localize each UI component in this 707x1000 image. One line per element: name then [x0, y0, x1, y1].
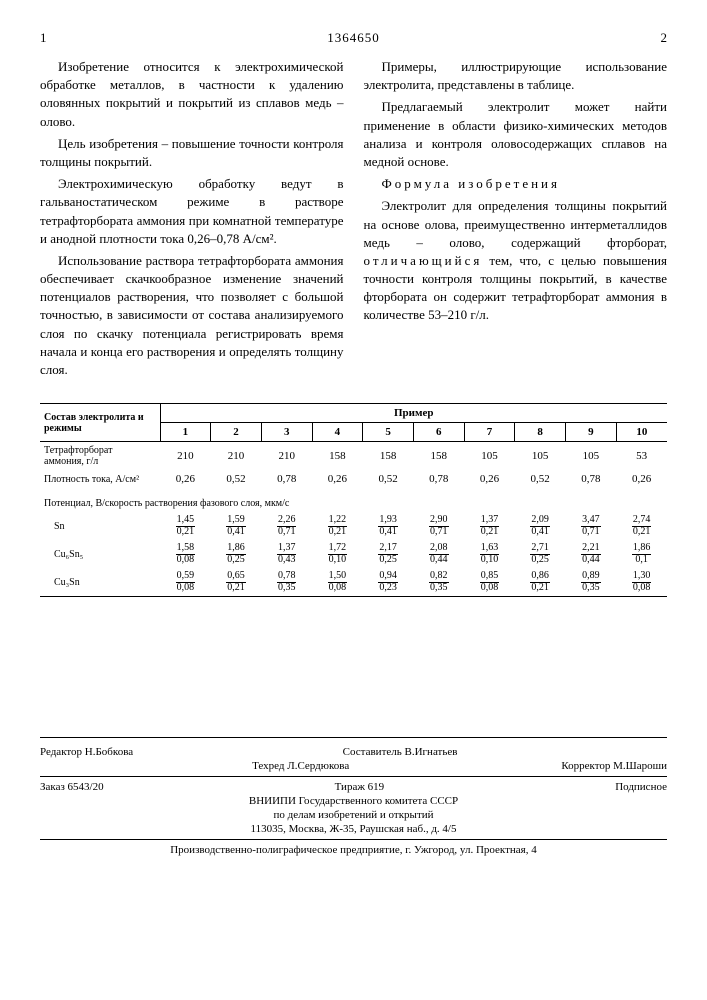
example-col: 6 [413, 423, 464, 442]
cell-frac: 1,860,1 [616, 540, 667, 568]
tirazh: Тираж 619 [335, 781, 385, 793]
cell-frac: 0,940,23 [363, 568, 414, 597]
cell-frac: 1,860,25 [211, 540, 262, 568]
cell: 105 [464, 442, 515, 471]
cell-frac: 0,860,21 [515, 568, 566, 597]
printer: Производственно-полиграфическое предприя… [40, 844, 667, 856]
cell-frac: 2,170,25 [363, 540, 414, 568]
para: Использование раствора тетрафторбората а… [40, 252, 344, 379]
cell: 105 [515, 442, 566, 471]
cell: 0,26 [312, 470, 363, 488]
cell-frac: 1,720,10 [312, 540, 363, 568]
cell: 0,26 [464, 470, 515, 488]
techred: Техред Л.Сердюкова [252, 760, 349, 772]
cell-frac: 1,370,21 [464, 512, 515, 540]
col-header-group: Пример [160, 404, 667, 423]
text-columns: Изобретение относится к электрохимическо… [40, 58, 667, 383]
cell-frac: 1,580,08 [160, 540, 211, 568]
example-col: 10 [616, 423, 667, 442]
example-col: 8 [515, 423, 566, 442]
cell-frac: 2,260,71 [261, 512, 312, 540]
example-col: 5 [363, 423, 414, 442]
podpisnoe: Подписное [615, 781, 667, 793]
cell-frac: 1,220,21 [312, 512, 363, 540]
cell-frac: 0,780,35 [261, 568, 312, 597]
example-col: 1 [160, 423, 211, 442]
cell: 210 [160, 442, 211, 471]
footer: Редактор Н.Бобкова Составитель В.Игнатье… [40, 737, 667, 856]
example-col: 4 [312, 423, 363, 442]
cell-frac: 0,590,08 [160, 568, 211, 597]
cell: 105 [566, 442, 617, 471]
compiler: Составитель В.Игнатьев [343, 746, 458, 758]
editor: Редактор Н.Бобкова [40, 746, 133, 758]
page-num-right: 2 [661, 30, 668, 46]
example-col: 3 [261, 423, 312, 442]
cell: 210 [211, 442, 262, 471]
row-label: Cu₃Sn [40, 568, 160, 597]
cell-frac: 1,930,41 [363, 512, 414, 540]
cell-frac: 1,370,43 [261, 540, 312, 568]
corrector: Корректор М.Шароши [561, 760, 667, 772]
cell-frac: 0,820,35 [413, 568, 464, 597]
column-1: Изобретение относится к электрохимическо… [40, 58, 344, 383]
cell: 0,78 [413, 470, 464, 488]
cell: 158 [413, 442, 464, 471]
cell-frac: 2,090,41 [515, 512, 566, 540]
claim-para: Электролит для определения толщины покры… [364, 197, 668, 324]
para: Примеры, иллюстрирующие использование эл… [364, 58, 668, 94]
cell-frac: 1,630,10 [464, 540, 515, 568]
cell: 0,52 [211, 470, 262, 488]
example-col: 2 [211, 423, 262, 442]
cell: 0,26 [616, 470, 667, 488]
row-group-label: Потенциал, В/скорость растворения фазово… [40, 488, 667, 512]
cell: 0,52 [515, 470, 566, 488]
cell: 158 [363, 442, 414, 471]
cell-frac: 2,210,44 [566, 540, 617, 568]
cell-frac: 2,080,44 [413, 540, 464, 568]
para: Электрохимическую обработку ведут в галь… [40, 175, 344, 248]
cell: 210 [261, 442, 312, 471]
example-col: 7 [464, 423, 515, 442]
cell-frac: 2,900,71 [413, 512, 464, 540]
col-header-main: Состав электролита и режимы [40, 404, 160, 442]
row-label: Sn [40, 512, 160, 540]
cell-frac: 1,500,08 [312, 568, 363, 597]
cell: 0,52 [363, 470, 414, 488]
header: 1 1364650 2 [40, 30, 667, 46]
claim-text: Электролит для определения толщины покры… [364, 198, 668, 249]
data-table: Состав электролита и режимы Пример 12345… [40, 403, 667, 597]
cell-frac: 2,740,21 [616, 512, 667, 540]
order: Заказ 6543/20 [40, 781, 104, 793]
para: Изобретение относится к электрохимическо… [40, 58, 344, 131]
cell: 53 [616, 442, 667, 471]
row-label: Cu₆Sn₅ [40, 540, 160, 568]
cell: 0,26 [160, 470, 211, 488]
cell: 158 [312, 442, 363, 471]
cell-frac: 3,470,71 [566, 512, 617, 540]
example-col: 9 [566, 423, 617, 442]
formula-title: Формула изобретения [364, 175, 668, 193]
cell-frac: 2,710,25 [515, 540, 566, 568]
para: Предлагаемый электролит может найти прим… [364, 98, 668, 171]
cell-frac: 0,850,08 [464, 568, 515, 597]
claim-emph: отличающийся [364, 253, 483, 268]
patent-number: 1364650 [47, 30, 661, 46]
org-line1: ВНИИПИ Государственного комитета СССР [40, 795, 667, 807]
cell-frac: 0,890,35 [566, 568, 617, 597]
org-line2: по делам изобретений и открытий [40, 809, 667, 821]
cell-frac: 1,590,41 [211, 512, 262, 540]
para: Цель изобретения – повышение точности ко… [40, 135, 344, 171]
org-addr: 113035, Москва, Ж-35, Раушская наб., д. … [40, 823, 667, 835]
row-label: Тетрафторборат аммония, г/л [40, 442, 160, 471]
cell: 0,78 [566, 470, 617, 488]
row-label: Плотность тока, А/см² [40, 470, 160, 488]
cell-frac: 1,300,08 [616, 568, 667, 597]
cell-frac: 0,650,21 [211, 568, 262, 597]
column-2: Примеры, иллюстрирующие использование эл… [364, 58, 668, 383]
cell-frac: 1,450,21 [160, 512, 211, 540]
cell: 0,78 [261, 470, 312, 488]
